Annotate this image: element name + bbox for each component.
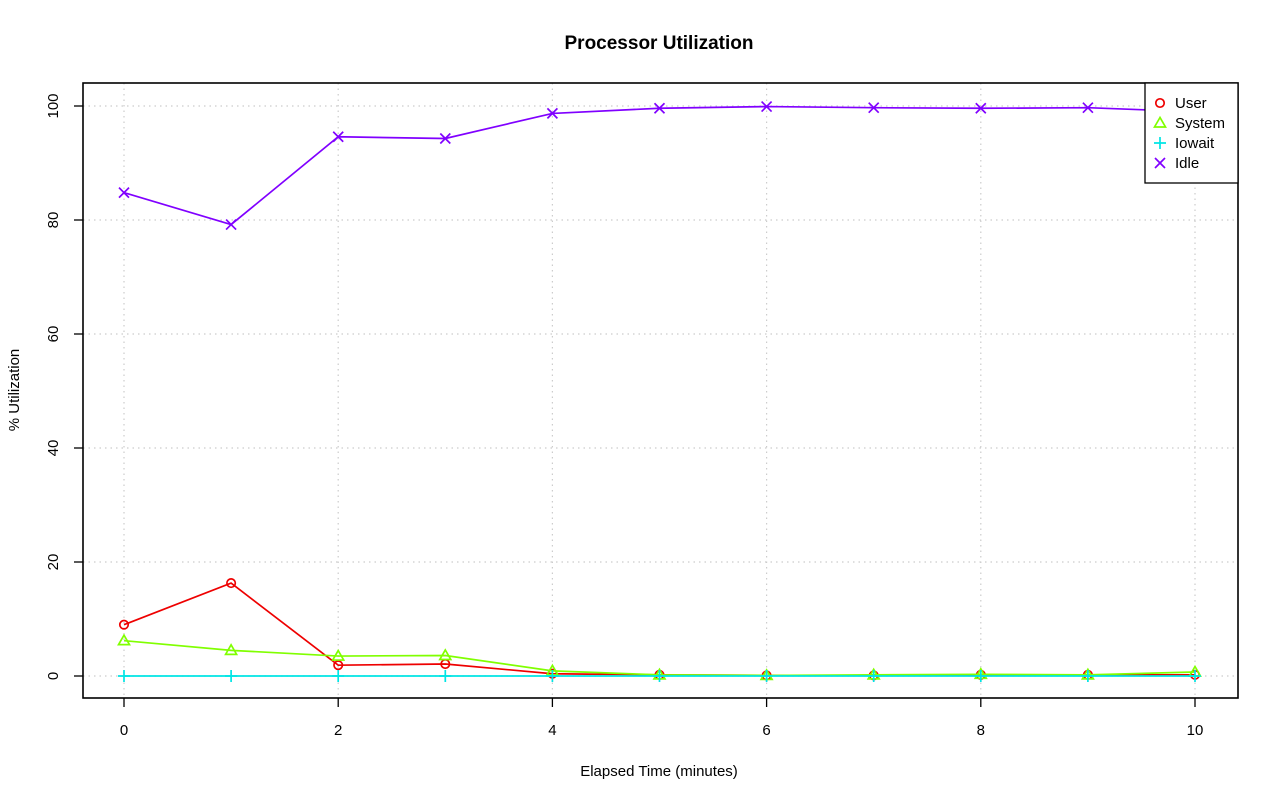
point-iowait-7 bbox=[867, 670, 880, 682]
point-idle-1 bbox=[225, 218, 237, 231]
grid bbox=[83, 83, 1238, 698]
point-user-1 bbox=[226, 578, 237, 589]
chart-title: Processor Utilization bbox=[565, 33, 754, 54]
point-idle-6 bbox=[760, 100, 773, 113]
x-tick-label-2: 4 bbox=[548, 722, 556, 739]
point-system-2 bbox=[331, 648, 346, 661]
series-group bbox=[117, 100, 1202, 682]
series-idle bbox=[118, 100, 1201, 231]
y-tick-label-2: 40 bbox=[45, 440, 62, 457]
series-iowait bbox=[118, 670, 1201, 682]
x-tick-label-5: 10 bbox=[1187, 722, 1204, 739]
point-idle-4 bbox=[546, 107, 559, 120]
point-idle-3 bbox=[439, 132, 451, 145]
y-tick-label-3: 60 bbox=[45, 326, 62, 343]
plot-frame bbox=[82, 82, 1239, 699]
point-idle-0 bbox=[118, 187, 130, 199]
point-system-3 bbox=[438, 648, 453, 661]
point-idle-9 bbox=[1082, 102, 1094, 114]
point-user-2 bbox=[333, 660, 344, 671]
point-idle-7 bbox=[868, 102, 880, 114]
legend-marker-user bbox=[1154, 97, 1166, 109]
point-iowait-10 bbox=[1189, 670, 1201, 682]
x-axis: 0 2 4 6 8 10 bbox=[120, 698, 1204, 739]
point-system-1 bbox=[224, 643, 239, 656]
legend-label-idle: Idle bbox=[1175, 155, 1199, 172]
point-system-0 bbox=[117, 633, 131, 646]
legend-marker-system bbox=[1153, 115, 1167, 128]
point-iowait-8 bbox=[974, 670, 987, 682]
y-tick-label-1: 20 bbox=[45, 554, 62, 571]
point-iowait-3 bbox=[439, 670, 452, 682]
point-idle-2 bbox=[332, 131, 344, 143]
y-tick-label-0: 0 bbox=[45, 672, 62, 680]
y-tick-label-4: 80 bbox=[45, 212, 62, 229]
x-axis-label: Elapsed Time (minutes) bbox=[580, 763, 738, 780]
legend-label-system: System bbox=[1175, 115, 1225, 132]
series-user bbox=[118, 578, 1201, 681]
point-iowait-0 bbox=[118, 670, 130, 682]
y-axis-label: % Utilization bbox=[6, 349, 23, 432]
y-axis: 0 20 40 60 80 100 bbox=[45, 93, 83, 680]
legend-marker-iowait bbox=[1154, 137, 1166, 149]
legend-marker-idle bbox=[1154, 157, 1166, 169]
legend-label-iowait: Iowait bbox=[1175, 135, 1215, 152]
point-user-0 bbox=[118, 619, 130, 630]
point-iowait-9 bbox=[1081, 670, 1094, 682]
point-iowait-1 bbox=[225, 670, 238, 682]
x-tick-label-3: 6 bbox=[762, 722, 770, 739]
series-line-user bbox=[123, 582, 1195, 677]
y-tick-label-5: 100 bbox=[45, 93, 62, 118]
point-iowait-2 bbox=[332, 670, 345, 682]
x-tick-label-1: 2 bbox=[334, 722, 342, 739]
x-tick-label-0: 0 bbox=[120, 722, 128, 739]
series-line-idle bbox=[123, 105, 1196, 226]
legend-label-user: User bbox=[1175, 95, 1207, 112]
x-tick-label-4: 8 bbox=[977, 722, 985, 739]
point-idle-5 bbox=[653, 102, 666, 114]
point-iowait-5 bbox=[653, 670, 666, 682]
legend: User System Iowait Idle bbox=[1144, 82, 1239, 184]
point-iowait-4 bbox=[546, 670, 559, 682]
point-idle-8 bbox=[975, 102, 987, 114]
point-iowait-6 bbox=[760, 670, 773, 682]
